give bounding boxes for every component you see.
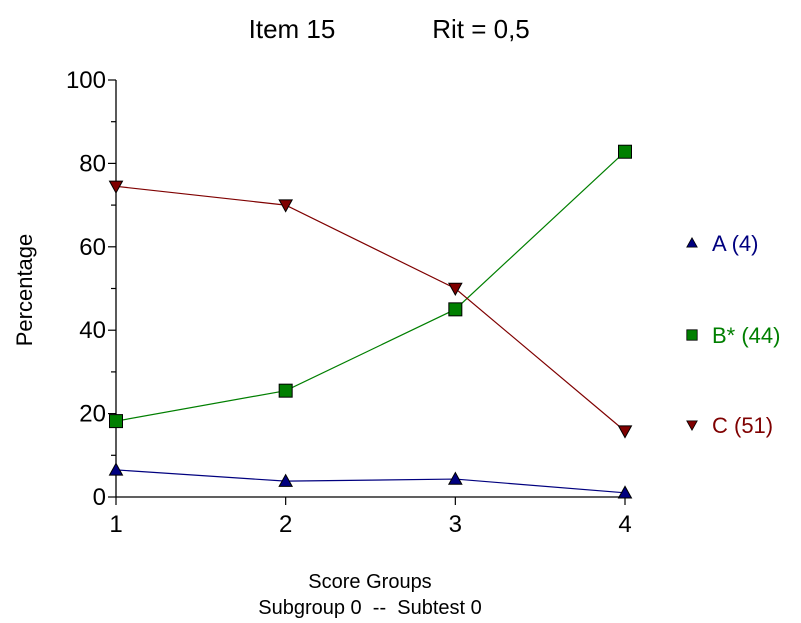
data-point [278,199,294,213]
x-tick-label: 2 [279,511,292,538]
chart-subtitle: Subgroup 0 -- Subtest 0 [258,597,481,619]
y-tick-label: 0 [93,484,106,511]
series-0 [108,462,633,499]
data-point [278,473,294,487]
chart-title-item: Item 15 [249,14,336,44]
legend-item: B* (44) [686,323,780,348]
series-1 [109,144,632,429]
series-group [108,144,633,499]
chart-title-rit: Rit = 0,5 [432,14,530,44]
legend-label: B* (44) [712,323,780,348]
legend-item: A (4) [686,231,758,256]
axes: 0 20 40 60 80 100 1 2 3 4 [66,67,632,538]
data-point [617,425,633,439]
data-point [447,282,463,297]
data-point [278,383,293,398]
y-tick-label: 20 [79,401,106,428]
y-tick-label: 100 [66,67,106,94]
y-tick-label: 40 [79,317,106,344]
legend: A (4) B* (44) C (51) [686,231,780,438]
legend-marker [686,420,698,432]
data-point [617,485,633,499]
y-tick-label: 60 [79,234,106,261]
legend-marker [686,329,698,341]
series-line [115,469,626,494]
series-2 [108,180,633,439]
series-line [115,185,626,432]
legend-label: C (51) [712,413,773,438]
y-tick-label: 80 [79,150,106,177]
data-point [447,471,463,485]
series-line [115,151,626,422]
x-tick-label: 3 [449,511,462,538]
legend-item: C (51) [686,413,773,438]
data-point [618,144,632,159]
legend-label: A (4) [712,231,758,256]
data-point [108,180,124,194]
data-point [108,462,124,476]
x-tick-label: 4 [618,511,631,538]
y-axis-label: Percentage [12,234,37,347]
data-point [109,414,123,429]
x-axis-label: Score Groups [308,571,431,593]
legend-marker [686,236,698,248]
data-point [448,302,463,317]
x-tick-label: 1 [109,511,122,538]
